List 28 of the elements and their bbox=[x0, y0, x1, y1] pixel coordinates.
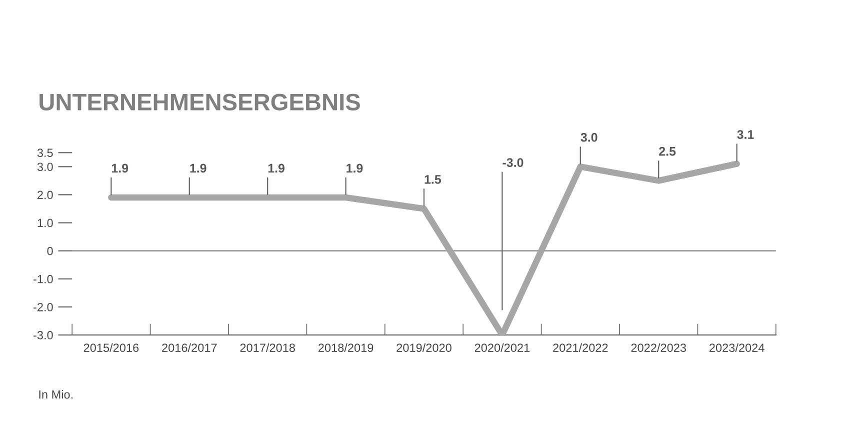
text: -3.0 bbox=[502, 158, 524, 168]
text: 3.0 bbox=[580, 132, 598, 142]
text: In Mio. bbox=[39, 390, 73, 399]
text: 1.9 bbox=[190, 164, 206, 173]
y-tick-label: -2.0 bbox=[34, 302, 53, 312]
y-tick-label: 3.5 bbox=[37, 148, 53, 158]
x-tick-label: 2016/2017 bbox=[162, 343, 217, 352]
x-tick-label: 2018/2019 bbox=[318, 343, 374, 352]
text: 2.5 bbox=[659, 146, 676, 156]
y-tick-label: 3.0 bbox=[37, 162, 53, 172]
y-tick-label: -3.0 bbox=[34, 330, 53, 340]
y-tick-label: 1.0 bbox=[38, 218, 53, 228]
y-tick-label: -1.0 bbox=[34, 274, 53, 284]
x-tick-label: 2023/2024 bbox=[710, 343, 764, 352]
x-tick-label: 2020/2021 bbox=[474, 343, 530, 352]
chart-title: UNTERNEHMENSERGEBNIS bbox=[40, 94, 360, 110]
y-tick-label: 0 bbox=[47, 246, 53, 256]
text: 3.1 bbox=[737, 130, 754, 139]
text: 1.9 bbox=[346, 164, 363, 173]
x-tick-label: 2022/2023 bbox=[631, 343, 686, 352]
x-tick-label: 2015/2016 bbox=[84, 343, 139, 352]
text: 1.5 bbox=[424, 175, 442, 184]
text: 1.9 bbox=[268, 164, 285, 173]
text: 1.9 bbox=[112, 164, 128, 173]
y-tick-label: 2.0 bbox=[38, 190, 53, 200]
x-tick-label: 2019/2020 bbox=[396, 343, 452, 352]
x-tick-label: 2017/2018 bbox=[240, 343, 295, 352]
x-tick-label: 2021/2022 bbox=[553, 343, 608, 352]
